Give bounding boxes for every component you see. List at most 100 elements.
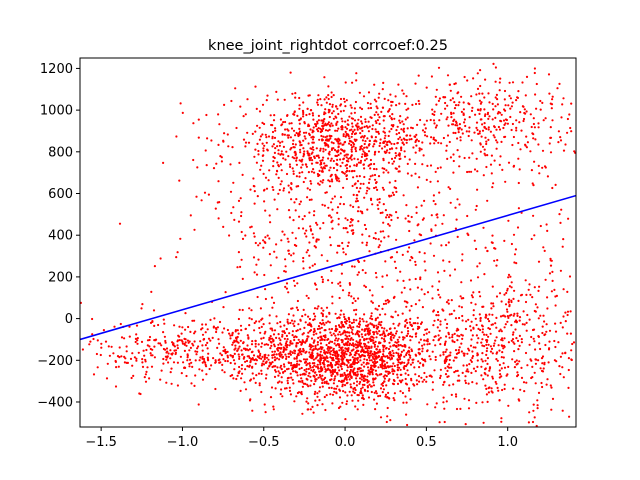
scatter-point	[299, 347, 302, 351]
scatter-point	[308, 372, 311, 375]
scatter-point	[412, 328, 415, 331]
scatter-point	[309, 180, 312, 183]
scatter-point	[325, 164, 328, 167]
scatter-point	[344, 318, 347, 321]
scatter-point	[520, 341, 524, 344]
scatter-point	[466, 214, 469, 218]
scatter-point	[421, 129, 425, 132]
scatter-point	[324, 108, 327, 111]
scatter-point	[370, 366, 373, 369]
scatter-point	[312, 130, 315, 133]
scatter-point	[519, 388, 522, 391]
scatter-point	[495, 336, 498, 339]
scatter-point	[285, 357, 288, 360]
scatter-point	[408, 278, 411, 281]
scatter-point	[568, 113, 571, 116]
scatter-point	[405, 401, 408, 404]
scatter-point	[280, 239, 283, 242]
scatter-point	[430, 228, 433, 231]
scatter-point	[144, 380, 148, 383]
scatter-point	[550, 103, 554, 106]
scatter-point	[518, 344, 521, 347]
scatter-point	[397, 314, 400, 317]
scatter-point	[369, 158, 372, 162]
scatter-point	[409, 317, 412, 320]
scatter-point	[233, 368, 236, 371]
scatter-point	[423, 343, 426, 346]
scatter-point	[517, 90, 520, 93]
scatter-point	[440, 112, 443, 115]
scatter-point	[551, 279, 554, 282]
plot-frame	[79, 57, 577, 428]
scatter-point	[229, 163, 232, 166]
scatter-point	[273, 114, 276, 117]
scatter-point	[505, 291, 508, 295]
scatter-point	[401, 253, 404, 256]
scatter-point	[327, 382, 330, 385]
scatter-point	[253, 235, 256, 238]
scatter-point	[264, 133, 267, 136]
scatter-point	[354, 354, 357, 357]
scatter-point	[354, 313, 357, 316]
scatter-point	[314, 378, 317, 381]
scatter-point	[431, 285, 434, 288]
scatter-point	[542, 314, 545, 317]
scatter-point	[401, 391, 404, 395]
scatter-point	[285, 355, 288, 358]
scatter-point	[323, 338, 326, 342]
scatter-point	[247, 141, 251, 144]
scatter-point	[353, 164, 356, 167]
scatter-point	[374, 369, 377, 372]
scatter-point	[443, 269, 446, 272]
scatter-point	[407, 359, 410, 362]
scatter-point	[229, 190, 233, 193]
scatter-point	[306, 358, 309, 361]
scatter-point	[539, 314, 542, 317]
scatter-point	[476, 353, 479, 356]
scatter-point	[224, 359, 227, 363]
scatter-point	[429, 164, 433, 167]
scatter-point	[382, 157, 385, 160]
scatter-point	[273, 198, 276, 201]
scatter-point	[494, 380, 497, 384]
scatter-point	[470, 170, 473, 173]
scatter-point	[252, 177, 255, 180]
scatter-point	[112, 352, 115, 355]
scatter-point	[389, 332, 392, 336]
scatter-point	[493, 126, 496, 129]
scatter-point	[135, 359, 138, 362]
scatter-point	[356, 349, 359, 352]
scatter-point	[308, 266, 311, 269]
scatter-point	[312, 358, 315, 361]
scatter-point	[212, 357, 215, 360]
scatter-point	[348, 224, 352, 227]
scatter-point	[321, 122, 324, 125]
scatter-point	[485, 387, 488, 390]
scatter-point	[507, 104, 510, 107]
scatter-point	[499, 373, 502, 376]
scatter-point	[288, 332, 291, 335]
scatter-point	[271, 306, 274, 309]
scatter-point	[406, 423, 409, 427]
scatter-point	[388, 356, 391, 359]
scatter-point	[457, 131, 460, 134]
scatter-point	[289, 393, 292, 396]
scatter-point	[359, 132, 362, 135]
scatter-point	[340, 117, 343, 120]
scatter-point	[416, 322, 419, 325]
scatter-point	[165, 358, 168, 361]
scatter-point	[349, 338, 352, 342]
scatter-point	[521, 81, 524, 84]
scatter-point	[181, 326, 184, 329]
scatter-point	[331, 359, 334, 362]
scatter-point	[421, 347, 424, 350]
scatter-point	[373, 331, 376, 334]
scatter-point	[159, 342, 162, 345]
scatter-point	[381, 391, 384, 394]
scatter-point	[392, 124, 395, 127]
scatter-point	[432, 339, 435, 342]
scatter-point	[141, 361, 144, 364]
scatter-point	[264, 330, 267, 333]
scatter-point	[376, 308, 379, 311]
scatter-point	[432, 309, 435, 312]
